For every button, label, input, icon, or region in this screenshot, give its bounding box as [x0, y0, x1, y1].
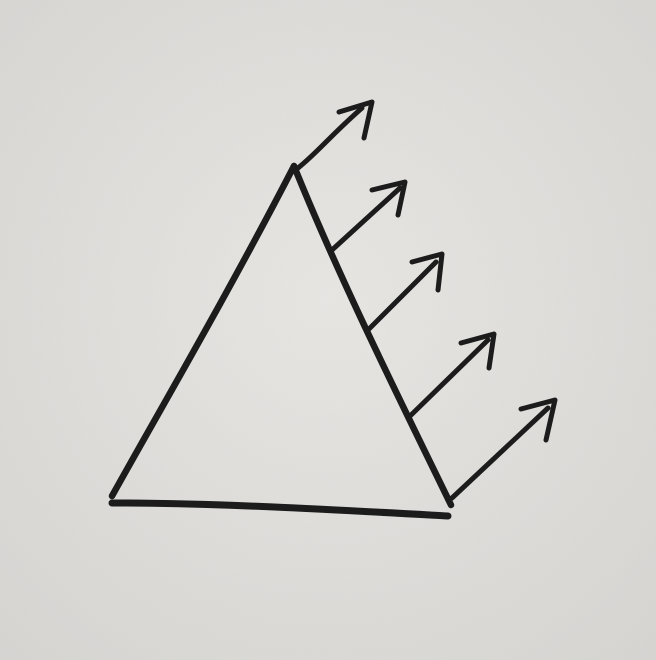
triangle-base	[108, 499, 452, 520]
arrow-4-shaft	[405, 337, 491, 421]
arrow-2-shaft	[329, 185, 403, 253]
arrow-1-head	[336, 99, 375, 141]
arrow-5-shaft	[449, 405, 551, 501]
arrow-1-shaft	[295, 105, 365, 171]
arrow-2-head	[369, 179, 408, 218]
arrow-3-shaft	[365, 259, 439, 333]
ink-drawing	[108, 99, 558, 520]
arrow-4-head	[458, 331, 497, 371]
triangle-left-edge	[108, 162, 298, 500]
arrow-5-head	[518, 397, 558, 443]
triangle-right-edge	[290, 162, 455, 509]
arrow-3-head	[409, 251, 445, 293]
